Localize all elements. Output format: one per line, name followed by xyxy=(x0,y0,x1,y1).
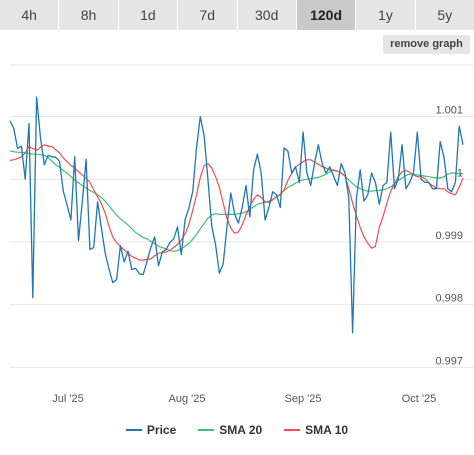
legend-item-price[interactable]: Price xyxy=(125,420,177,440)
tab-1d[interactable]: 1d xyxy=(118,0,179,30)
series-line-price xyxy=(9,96,464,334)
legend-item-sma-10[interactable]: SMA 10 xyxy=(284,420,348,440)
legend-label: Price xyxy=(146,423,177,437)
tab-5y[interactable]: 5y xyxy=(415,0,474,30)
time-range-tabs: 4h 8h 1d 7d 30d 120d 1y 5y xyxy=(0,0,474,30)
x-tick-label: Oct '25 xyxy=(402,393,437,405)
chart-grid xyxy=(10,64,474,368)
series-line-sma-10 xyxy=(9,144,464,261)
x-axis-labels: Jul '25 Aug '25 Sep '25 Oct '25 xyxy=(52,393,436,405)
chart-legend: Price SMA 20 SMA 10 xyxy=(0,420,474,440)
y-tick-label: 1.001 xyxy=(435,105,463,117)
legend-swatch xyxy=(284,429,301,431)
y-tick-label: 0.998 xyxy=(435,293,463,305)
series-line-sma-20 xyxy=(9,150,463,252)
legend-item-sma-20[interactable]: SMA 20 xyxy=(198,420,262,440)
tab-7d[interactable]: 7d xyxy=(178,0,238,30)
remove-graph-button[interactable]: remove graph xyxy=(383,35,470,54)
x-tick-label: Jul '25 xyxy=(52,393,83,405)
tab-4h[interactable]: 4h xyxy=(0,0,60,30)
tab-1y[interactable]: 1y xyxy=(356,0,416,30)
y-tick-label: 1 xyxy=(457,167,463,179)
legend-swatch xyxy=(198,429,215,431)
y-tick-label: 0.997 xyxy=(435,355,463,367)
legend-label: SMA 10 xyxy=(305,423,349,437)
chart-series xyxy=(9,96,464,334)
tab-30d[interactable]: 30d xyxy=(237,0,297,30)
x-tick-label: Aug '25 xyxy=(169,393,206,405)
y-tick-label: 0.999 xyxy=(435,230,463,242)
x-tick-label: Sep '25 xyxy=(285,393,322,405)
tab-120d[interactable]: 120d xyxy=(296,0,357,30)
y-axis-labels: 1.001 1 0.999 0.998 0.997 xyxy=(435,105,463,368)
legend-swatch xyxy=(125,429,142,431)
legend-label: SMA 20 xyxy=(219,423,263,437)
tab-8h[interactable]: 8h xyxy=(59,0,119,30)
